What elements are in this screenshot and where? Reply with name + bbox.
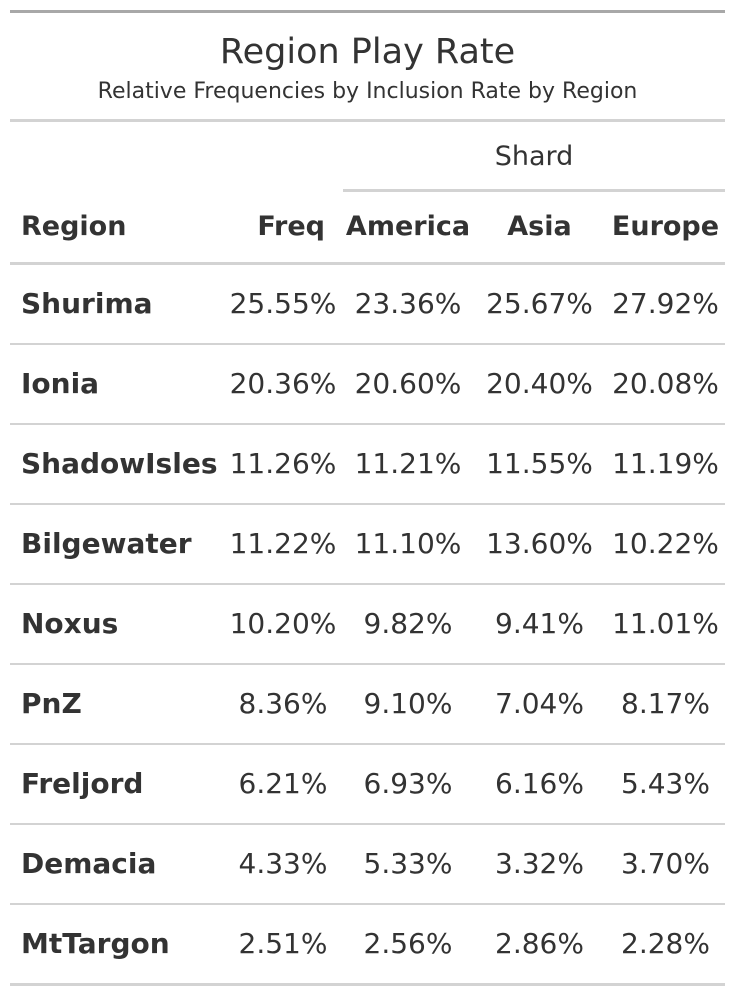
cell-asia: 6.16%	[495, 767, 584, 800]
cell-europe: 2.28%	[621, 927, 710, 960]
table-row: Demacia 4.33% 5.33% 3.32% 3.70%	[10, 825, 725, 905]
cell-freq: 11.22%	[229, 527, 337, 560]
column-header-freq: Freq	[257, 211, 325, 242]
table-row: Freljord 6.21% 6.93% 6.16% 5.43%	[10, 745, 725, 825]
cell-asia: 13.60%	[486, 527, 593, 560]
cell-region: Noxus	[21, 607, 119, 640]
cell-freq: 8.36%	[238, 687, 328, 720]
table-body: Shurima 25.55% 23.36% 25.67% 27.92% Ioni…	[10, 265, 725, 986]
cell-america: 6.93%	[363, 767, 453, 800]
cell-america: 9.82%	[363, 607, 453, 640]
cell-europe: 20.08%	[612, 367, 719, 400]
column-header-asia: Asia	[507, 211, 572, 242]
cell-freq: 10.20%	[229, 607, 337, 640]
cell-freq: 11.26%	[229, 447, 337, 480]
cell-america: 5.33%	[363, 847, 453, 880]
cell-america: 20.60%	[354, 367, 462, 400]
table-row: Shurima 25.55% 23.36% 25.67% 27.92%	[10, 265, 725, 345]
column-header-row: Region Freq America Asia Europe	[10, 192, 725, 265]
cell-freq: 6.21%	[238, 767, 328, 800]
shard-spanner-label: Shard	[494, 141, 574, 172]
table-row: Ionia 20.36% 20.60% 20.40% 20.08%	[10, 345, 725, 425]
column-header-region: Region	[21, 211, 127, 242]
cell-europe: 5.43%	[621, 767, 710, 800]
cell-asia: 2.86%	[495, 927, 584, 960]
heading-divider	[10, 119, 725, 122]
cell-asia: 20.40%	[486, 367, 593, 400]
cell-region: Demacia	[21, 847, 157, 880]
cell-asia: 25.67%	[486, 287, 593, 320]
column-header-europe: Europe	[611, 211, 720, 242]
cell-region: ShadowIsles	[21, 447, 218, 480]
cell-america: 11.10%	[354, 527, 462, 560]
cell-region: PnZ	[21, 687, 82, 720]
cell-freq: 4.33%	[238, 847, 328, 880]
region-play-rate-table: Region Play Rate Relative Frequencies by…	[10, 10, 725, 986]
cell-america: 9.10%	[363, 687, 453, 720]
cell-region: Bilgewater	[21, 527, 192, 560]
column-spanner-row: Shard	[10, 122, 725, 192]
table-row: MtTargon 2.51% 2.56% 2.86% 2.28%	[10, 905, 725, 986]
column-header-america: America	[345, 211, 471, 242]
table-row: Noxus 10.20% 9.82% 9.41% 11.01%	[10, 585, 725, 665]
cell-region: Freljord	[21, 767, 144, 800]
table-row: Bilgewater 11.22% 11.10% 13.60% 10.22%	[10, 505, 725, 585]
cell-europe: 11.01%	[612, 607, 719, 640]
cell-europe: 8.17%	[621, 687, 710, 720]
table-row: PnZ 8.36% 9.10% 7.04% 8.17%	[10, 665, 725, 745]
cell-europe: 3.70%	[621, 847, 710, 880]
cell-region: MtTargon	[21, 927, 170, 960]
cell-freq: 20.36%	[229, 367, 337, 400]
shard-spanner: Shard	[343, 122, 725, 192]
table-title-text: Region Play Rate	[219, 32, 516, 72]
cell-asia: 11.55%	[486, 447, 593, 480]
table-subtitle: Relative Frequencies by Inclusion Rate b…	[97, 79, 638, 104]
cell-europe: 10.22%	[612, 527, 719, 560]
cell-europe: 27.92%	[612, 287, 719, 320]
cell-america: 23.36%	[354, 287, 462, 320]
table-title: Region Play Rate	[10, 13, 725, 93]
cell-america: 2.56%	[363, 927, 453, 960]
cell-freq: 25.55%	[229, 287, 337, 320]
table-row: ShadowIsles 11.26% 11.21% 11.55% 11.19%	[10, 425, 725, 505]
cell-america: 11.21%	[354, 447, 462, 480]
cell-asia: 9.41%	[495, 607, 584, 640]
cell-freq: 2.51%	[238, 927, 328, 960]
cell-europe: 11.19%	[612, 447, 719, 480]
cell-region: Ionia	[21, 367, 100, 400]
cell-region: Shurima	[21, 287, 153, 320]
shard-spanner-rule	[343, 189, 725, 192]
cell-asia: 7.04%	[495, 687, 584, 720]
cell-asia: 3.32%	[495, 847, 584, 880]
